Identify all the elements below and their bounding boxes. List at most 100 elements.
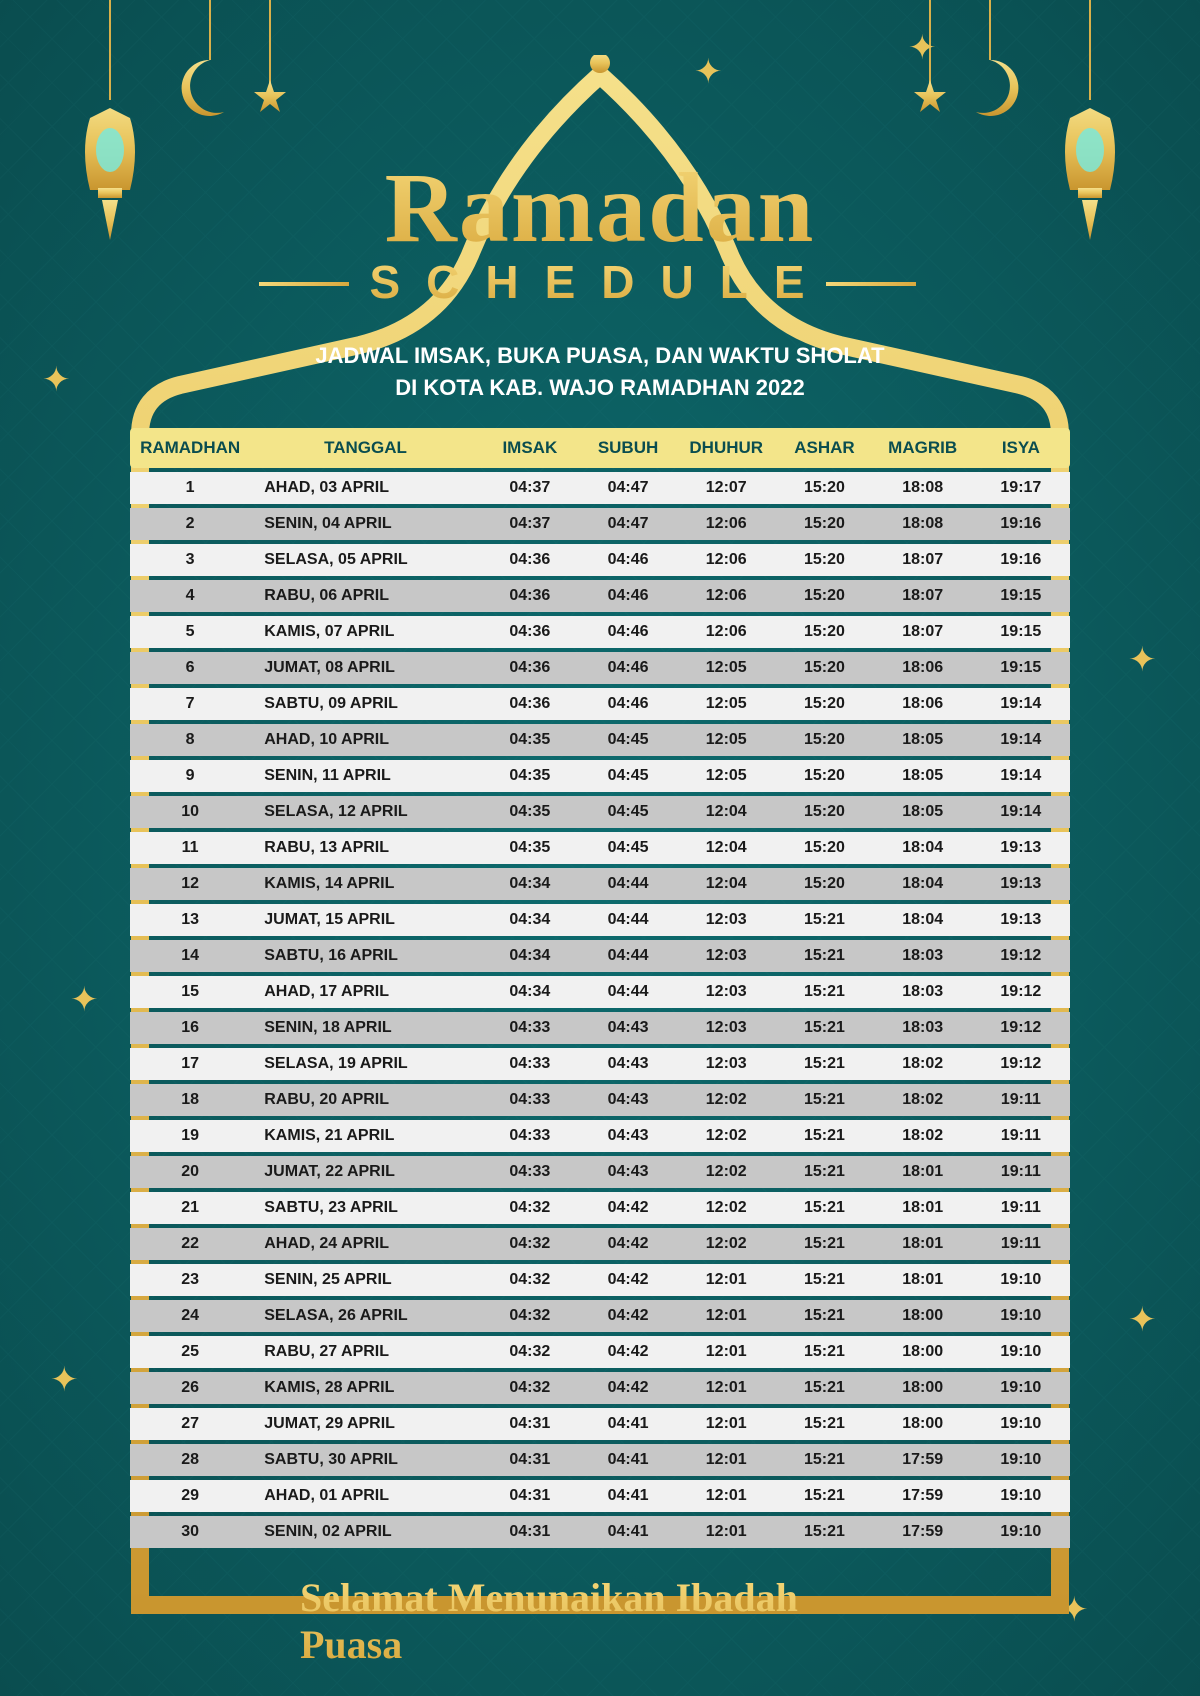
table-cell: SABTU, 23 APRIL <box>250 1192 480 1224</box>
table-cell: 15:21 <box>775 1480 873 1512</box>
table-cell: SABTU, 09 APRIL <box>250 688 480 720</box>
table-header-cell: DHUHUR <box>677 428 775 468</box>
table-cell: 7 <box>130 688 250 720</box>
table-cell: 15:21 <box>775 1444 873 1476</box>
table-cell: 18:08 <box>874 508 972 540</box>
table-cell: 19:10 <box>972 1516 1070 1548</box>
table-cell: 19:10 <box>972 1372 1070 1404</box>
table-cell: 2 <box>130 508 250 540</box>
table-row: 4RABU, 06 APRIL04:3604:4612:0615:2018:07… <box>130 580 1070 612</box>
table-cell: 04:41 <box>579 1516 677 1548</box>
table-cell: 04:34 <box>481 976 579 1008</box>
table-cell: SELASA, 19 APRIL <box>250 1048 480 1080</box>
table-cell: 18:01 <box>874 1264 972 1296</box>
table-cell: 12:03 <box>677 904 775 936</box>
table-cell: 18:06 <box>874 688 972 720</box>
table-header-cell: IMSAK <box>481 428 579 468</box>
table-cell: 15:21 <box>775 976 873 1008</box>
table-cell: 17:59 <box>874 1480 972 1512</box>
table-header-cell: ISYA <box>972 428 1070 468</box>
table-cell: 19 <box>130 1120 250 1152</box>
table-cell: 04:32 <box>481 1264 579 1296</box>
table-cell: 15:21 <box>775 1408 873 1440</box>
table-cell: 12:06 <box>677 544 775 576</box>
table-cell: 04:42 <box>579 1192 677 1224</box>
table-cell: 19:10 <box>972 1444 1070 1476</box>
table-cell: 04:44 <box>579 940 677 972</box>
table-cell: 18:06 <box>874 652 972 684</box>
table-cell: 18:05 <box>874 796 972 828</box>
table-cell: 15:20 <box>775 760 873 792</box>
title-block: Ramadan SCHEDULE <box>250 150 950 309</box>
table-cell: 04:33 <box>481 1012 579 1044</box>
table-cell: JUMAT, 29 APRIL <box>250 1408 480 1440</box>
table-row: 12KAMIS, 14 APRIL04:3404:4412:0415:2018:… <box>130 868 1070 900</box>
table-cell: 04:43 <box>579 1012 677 1044</box>
table-cell: 18:07 <box>874 544 972 576</box>
table-cell: 12:02 <box>677 1156 775 1188</box>
table-cell: 15:20 <box>775 688 873 720</box>
table-cell: 15:21 <box>775 1048 873 1080</box>
table-cell: 17:59 <box>874 1516 972 1548</box>
table-cell: 15:20 <box>775 868 873 900</box>
table-cell: 04:33 <box>481 1120 579 1152</box>
table-cell: 15:20 <box>775 832 873 864</box>
table-cell: 19:14 <box>972 796 1070 828</box>
table-cell: 18:07 <box>874 580 972 612</box>
table-cell: 12:01 <box>677 1408 775 1440</box>
table-cell: 20 <box>130 1156 250 1188</box>
table-cell: 12 <box>130 868 250 900</box>
table-cell: 18:03 <box>874 940 972 972</box>
table-cell: KAMIS, 14 APRIL <box>250 868 480 900</box>
table-cell: 19:17 <box>972 472 1070 504</box>
table-cell: 22 <box>130 1228 250 1260</box>
schedule-table: RAMADHANTANGGALIMSAKSUBUHDHUHURASHARMAGR… <box>130 424 1070 1552</box>
table-cell: 10 <box>130 796 250 828</box>
table-row: 10SELASA, 12 APRIL04:3504:4512:0415:2018… <box>130 796 1070 828</box>
table-cell: SENIN, 18 APRIL <box>250 1012 480 1044</box>
table-cell: 15:21 <box>775 1156 873 1188</box>
table-cell: 12:01 <box>677 1444 775 1476</box>
table-cell: 9 <box>130 760 250 792</box>
sparkle-icon: ✦ <box>70 980 99 1020</box>
table-cell: 04:44 <box>579 868 677 900</box>
table-cell: 19:10 <box>972 1264 1070 1296</box>
table-cell: 19:12 <box>972 976 1070 1008</box>
table-cell: 04:43 <box>579 1048 677 1080</box>
table-cell: 04:45 <box>579 796 677 828</box>
table-cell: 18:00 <box>874 1336 972 1368</box>
table-row: 1AHAD, 03 APRIL04:3704:4712:0715:2018:08… <box>130 472 1070 504</box>
table-cell: 15:20 <box>775 580 873 612</box>
table-cell: SENIN, 04 APRIL <box>250 508 480 540</box>
table-cell: 04:31 <box>481 1408 579 1440</box>
table-row: 3SELASA, 05 APRIL04:3604:4612:0615:2018:… <box>130 544 1070 576</box>
table-cell: JUMAT, 15 APRIL <box>250 904 480 936</box>
table-cell: 04:41 <box>579 1444 677 1476</box>
table-cell: SELASA, 26 APRIL <box>250 1300 480 1332</box>
table-cell: SENIN, 25 APRIL <box>250 1264 480 1296</box>
table-cell: 19:11 <box>972 1156 1070 1188</box>
table-header-cell: SUBUH <box>579 428 677 468</box>
table-cell: 26 <box>130 1372 250 1404</box>
table-cell: 12:02 <box>677 1192 775 1224</box>
table-cell: 04:42 <box>579 1228 677 1260</box>
table-cell: 15:21 <box>775 904 873 936</box>
table-cell: 04:46 <box>579 652 677 684</box>
table-cell: 04:44 <box>579 904 677 936</box>
table-cell: AHAD, 24 APRIL <box>250 1228 480 1260</box>
table-cell: AHAD, 10 APRIL <box>250 724 480 756</box>
table-cell: 12:03 <box>677 940 775 972</box>
table-row: 28SABTU, 30 APRIL04:3104:4112:0115:2117:… <box>130 1444 1070 1476</box>
table-cell: 19:15 <box>972 616 1070 648</box>
table-cell: 19:15 <box>972 580 1070 612</box>
table-cell: RABU, 06 APRIL <box>250 580 480 612</box>
table-header-row: RAMADHANTANGGALIMSAKSUBUHDHUHURASHARMAGR… <box>130 428 1070 468</box>
table-cell: 15:21 <box>775 940 873 972</box>
table-cell: 15 <box>130 976 250 1008</box>
table-cell: 12:07 <box>677 472 775 504</box>
table-cell: 18:00 <box>874 1408 972 1440</box>
table-cell: 18:03 <box>874 1012 972 1044</box>
table-cell: 19:15 <box>972 652 1070 684</box>
table-cell: 15:21 <box>775 1336 873 1368</box>
title-sub: SCHEDULE <box>369 255 830 309</box>
